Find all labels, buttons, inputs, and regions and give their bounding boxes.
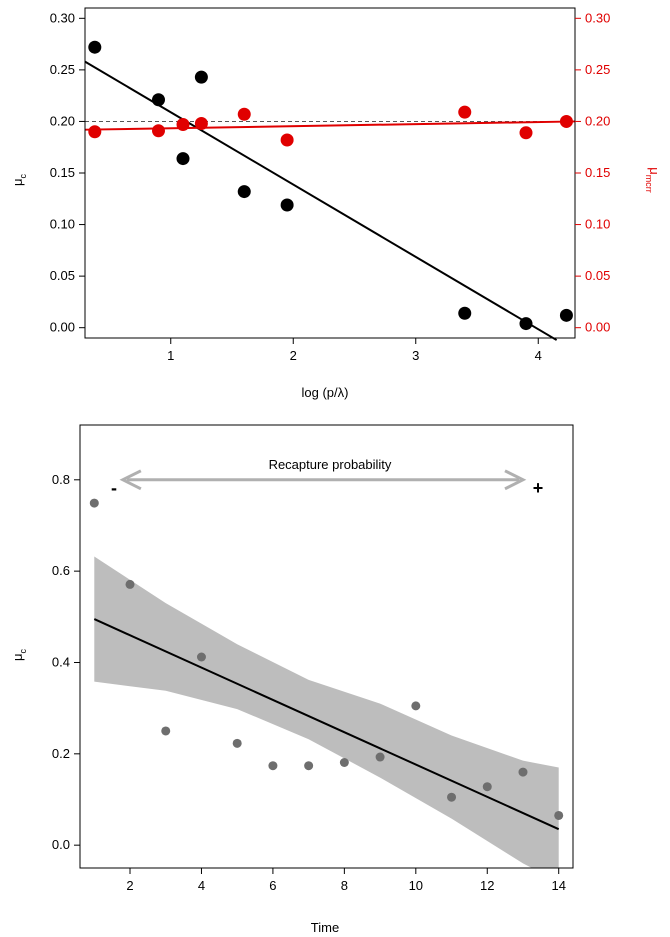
top-point-red bbox=[559, 114, 573, 128]
bottom-point bbox=[304, 761, 314, 771]
top-fit-line-red bbox=[84, 120, 576, 131]
bottom-fit-line bbox=[93, 618, 560, 831]
bottom-point bbox=[232, 738, 242, 748]
bottom-x-tick-label: 4 bbox=[198, 878, 205, 893]
top-x-tick-label: 4 bbox=[535, 348, 542, 363]
top-x-tick-label: 3 bbox=[412, 348, 419, 363]
top-point-red bbox=[458, 105, 472, 119]
bottom-point bbox=[518, 767, 528, 777]
bottom-point bbox=[482, 782, 492, 792]
bottom-confidence-band bbox=[94, 556, 559, 868]
top-fit-line-black bbox=[84, 60, 558, 341]
bottom-point bbox=[554, 810, 564, 820]
bottom-x-tick-label: 2 bbox=[126, 878, 133, 893]
top-y-tick-label: 0.05 bbox=[50, 268, 75, 283]
top-point-black bbox=[458, 306, 472, 320]
bottom-x-axis-label: Time bbox=[311, 920, 339, 935]
bottom-point bbox=[447, 792, 457, 802]
top-point-black bbox=[280, 198, 294, 212]
annotation-plus-sign: + bbox=[533, 478, 544, 498]
bottom-point bbox=[375, 752, 385, 762]
top-x-tick-label: 2 bbox=[290, 348, 297, 363]
top-right-y-axis-label: μmcrr bbox=[644, 167, 662, 193]
bottom-point bbox=[339, 758, 349, 768]
top-right-y-tick-label: 0.25 bbox=[585, 62, 610, 77]
bottom-y-tick-label: 0.4 bbox=[52, 654, 70, 669]
bottom-plot-frame bbox=[79, 424, 574, 869]
recapture-probability-annotation: Recapture probability bbox=[269, 457, 392, 472]
bottom-point bbox=[89, 498, 99, 508]
top-point-black bbox=[237, 185, 251, 199]
bottom-x-tick-label: 8 bbox=[341, 878, 348, 893]
top-point-black bbox=[519, 317, 533, 331]
bottom-x-tick-label: 10 bbox=[409, 878, 423, 893]
top-y-tick-label: 0.20 bbox=[50, 113, 75, 128]
bottom-y-tick-label: 0.2 bbox=[52, 746, 70, 761]
top-y-tick-label: 0.15 bbox=[50, 165, 75, 180]
bottom-x-tick-label: 12 bbox=[480, 878, 494, 893]
top-point-red bbox=[176, 118, 190, 132]
top-right-y-tick-label: 0.10 bbox=[585, 217, 610, 232]
bottom-point bbox=[125, 579, 135, 589]
top-y-tick-label: 0.10 bbox=[50, 217, 75, 232]
top-right-y-tick-label: 0.00 bbox=[585, 320, 610, 335]
bottom-point bbox=[411, 701, 421, 711]
top-y-tick-label: 0.00 bbox=[50, 320, 75, 335]
top-point-black bbox=[152, 93, 165, 107]
top-point-red bbox=[152, 124, 165, 138]
top-point-red bbox=[194, 117, 208, 130]
top-point-black bbox=[88, 40, 102, 54]
top-point-red bbox=[280, 133, 294, 147]
recapture-arrow-right-head bbox=[504, 469, 527, 491]
top-x-tick-label: 1 bbox=[167, 348, 174, 363]
top-point-red bbox=[519, 126, 533, 140]
top-point-black bbox=[559, 308, 573, 322]
bottom-point bbox=[161, 726, 171, 736]
bottom-point bbox=[196, 652, 206, 662]
top-point-black bbox=[194, 70, 208, 84]
bottom-x-tick-label: 14 bbox=[551, 878, 565, 893]
bottom-y-tick-label: 0.0 bbox=[52, 837, 70, 852]
bottom-point bbox=[268, 761, 278, 771]
top-right-y-tick-label: 0.30 bbox=[585, 10, 610, 25]
top-y-axis-label: μc bbox=[10, 174, 28, 187]
top-point-red bbox=[88, 125, 102, 139]
bottom-y-tick-label: 0.8 bbox=[52, 472, 70, 487]
top-y-tick-label: 0.30 bbox=[50, 10, 75, 25]
bottom-y-axis-label: μc bbox=[10, 649, 28, 662]
recapture-arrow-left-head bbox=[119, 469, 142, 491]
bottom-x-tick-label: 6 bbox=[269, 878, 276, 893]
top-x-axis-label: log (p/λ) bbox=[302, 385, 349, 400]
annotation-minus-sign: - bbox=[111, 478, 117, 498]
top-right-y-tick-label: 0.20 bbox=[585, 113, 610, 128]
top-point-black bbox=[176, 152, 190, 166]
top-right-y-tick-label: 0.15 bbox=[585, 165, 610, 180]
top-y-tick-label: 0.25 bbox=[50, 62, 75, 77]
bottom-y-tick-label: 0.6 bbox=[52, 563, 70, 578]
top-point-red bbox=[237, 107, 251, 121]
top-right-y-tick-label: 0.05 bbox=[585, 268, 610, 283]
